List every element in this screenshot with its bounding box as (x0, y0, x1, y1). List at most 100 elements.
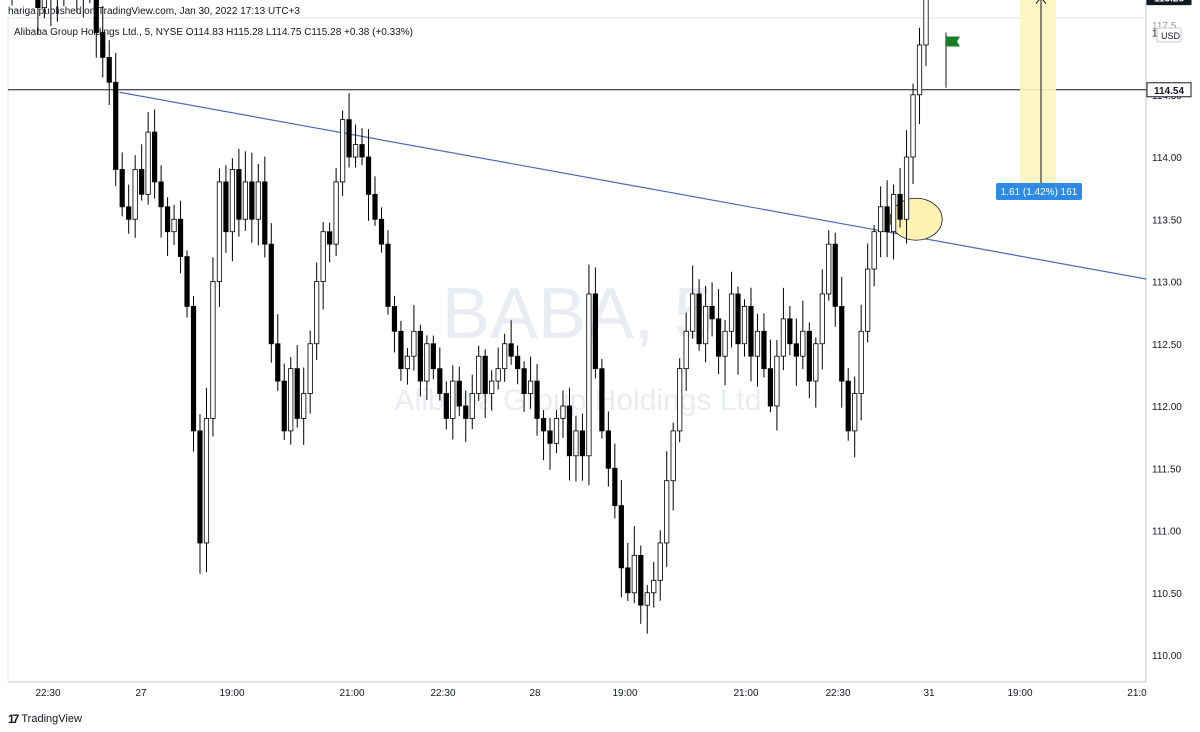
candle[interactable] (625, 542, 631, 601)
candle[interactable] (845, 368, 851, 441)
candle[interactable] (281, 363, 287, 440)
candle[interactable] (385, 230, 391, 315)
candle[interactable] (819, 269, 825, 370)
candle[interactable] (171, 204, 177, 246)
candle[interactable] (391, 295, 398, 353)
candle[interactable] (152, 109, 158, 199)
candle[interactable] (482, 349, 488, 419)
candle[interactable] (741, 299, 748, 357)
candle[interactable] (780, 287, 786, 371)
candle[interactable] (774, 339, 780, 431)
candle[interactable] (106, 40, 112, 105)
tradingview-logo[interactable]: 17 TradingView (8, 712, 82, 726)
candle[interactable] (715, 289, 722, 375)
candle[interactable] (424, 335, 430, 400)
candle[interactable] (145, 112, 151, 205)
candle[interactable] (378, 207, 385, 253)
candle[interactable] (177, 200, 184, 274)
candle[interactable] (592, 267, 599, 379)
candle[interactable] (754, 313, 761, 387)
candle[interactable] (502, 333, 508, 382)
candle[interactable] (677, 358, 683, 443)
candle[interactable] (430, 335, 436, 380)
candle[interactable] (158, 165, 164, 238)
candle[interactable] (249, 152, 255, 243)
candle[interactable] (119, 152, 125, 217)
candle[interactable] (100, 5, 106, 78)
candle[interactable] (359, 128, 365, 166)
candle[interactable] (618, 479, 624, 598)
candle[interactable] (203, 387, 210, 573)
symbol-name[interactable]: Alibaba Group Holdings Ltd., 5, NYSE (14, 27, 183, 38)
candle[interactable] (683, 312, 689, 391)
candle[interactable] (515, 345, 521, 385)
candle[interactable] (735, 286, 741, 375)
candle[interactable] (184, 250, 190, 318)
candle[interactable] (521, 361, 527, 412)
candle[interactable] (456, 366, 462, 417)
candle[interactable] (139, 144, 145, 201)
candle[interactable] (767, 339, 774, 413)
flag-icon[interactable] (946, 36, 960, 47)
candle[interactable] (190, 296, 197, 452)
candle[interactable] (527, 356, 534, 409)
candle[interactable] (884, 180, 890, 258)
candle[interactable] (437, 347, 443, 401)
candle[interactable] (55, 0, 59, 22)
candle[interactable] (469, 374, 475, 430)
candle[interactable] (294, 345, 300, 428)
candle[interactable] (164, 197, 171, 256)
candle[interactable] (210, 257, 216, 437)
candle[interactable] (93, 0, 99, 58)
candle[interactable] (832, 232, 838, 327)
candle[interactable] (690, 265, 696, 339)
candle[interactable] (443, 381, 449, 430)
candle[interactable] (923, 0, 929, 67)
candle[interactable] (858, 304, 864, 421)
candle[interactable] (534, 364, 540, 436)
candle[interactable] (320, 221, 326, 310)
candle[interactable] (748, 287, 754, 382)
candle[interactable] (417, 324, 423, 397)
candle[interactable] (897, 168, 903, 228)
candle[interactable] (463, 390, 469, 442)
candle[interactable] (644, 585, 650, 634)
candle[interactable] (878, 186, 884, 258)
candle[interactable] (197, 414, 203, 574)
candle[interactable] (800, 300, 806, 370)
candle[interactable] (871, 225, 877, 287)
candle[interactable] (236, 148, 242, 237)
candle[interactable] (327, 222, 333, 263)
candle[interactable] (916, 27, 923, 125)
candle[interactable] (540, 409, 547, 461)
candle[interactable] (547, 417, 553, 470)
candle[interactable] (761, 313, 767, 378)
candle[interactable] (489, 370, 495, 411)
candle[interactable] (787, 305, 793, 356)
candle[interactable] (10, 0, 14, 6)
candle[interactable] (126, 184, 132, 234)
candle[interactable] (722, 319, 728, 386)
candle[interactable] (826, 230, 832, 301)
candle[interactable] (703, 285, 709, 363)
candle[interactable] (599, 358, 605, 439)
candle[interactable] (664, 451, 670, 568)
candle[interactable] (88, 0, 92, 4)
candle[interactable] (216, 168, 223, 307)
candle[interactable] (586, 264, 592, 486)
candle[interactable] (346, 93, 352, 168)
candle[interactable] (450, 365, 456, 440)
candle[interactable] (651, 561, 657, 608)
candle[interactable] (262, 156, 268, 258)
candle[interactable] (890, 184, 897, 260)
candle[interactable] (865, 243, 871, 343)
candle[interactable] (255, 163, 261, 246)
candle[interactable] (612, 443, 618, 519)
candle[interactable] (903, 130, 910, 244)
measure-box[interactable] (1020, 0, 1056, 199)
candle[interactable] (560, 390, 566, 438)
candle[interactable] (793, 318, 799, 386)
currency-badge[interactable] (1156, 27, 1182, 43)
highlight-circle[interactable] (889, 197, 943, 241)
